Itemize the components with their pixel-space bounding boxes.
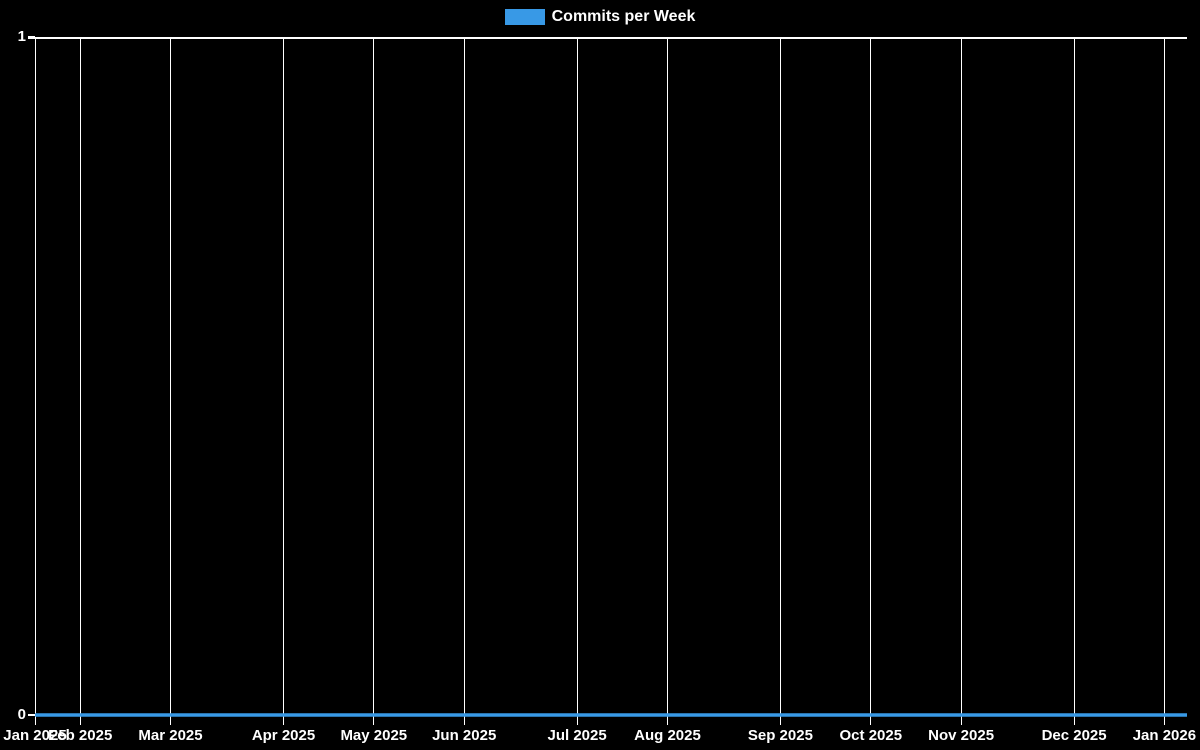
x-tick-label: Dec 2025: [1041, 727, 1107, 744]
x-gridline: [79, 37, 81, 725]
y-tick-mark: [28, 714, 35, 716]
x-gridline: [283, 37, 284, 725]
x-tick-label: Feb 2025: [48, 727, 113, 744]
x-gridline: [34, 37, 36, 725]
x-gridline: [170, 37, 171, 725]
x-tick-label: Jan 2026: [1132, 727, 1197, 744]
x-tick-label: Apr 2025: [251, 727, 316, 744]
x-tick-label: Aug 2025: [634, 727, 701, 744]
x-tick-label: May 2025: [340, 727, 408, 744]
x-gridline: [667, 37, 668, 725]
x-tick-label: Jun 2025: [432, 727, 497, 744]
x-gridline: [373, 37, 375, 725]
x-gridline: [870, 37, 872, 725]
x-gridline: [1073, 37, 1075, 725]
legend-swatch: [504, 9, 545, 25]
legend-item-commits-per-week[interactable]: Commits per Week: [504, 8, 696, 25]
x-tick-label: Nov 2025: [928, 727, 995, 744]
legend: Commits per Week: [0, 9, 1200, 25]
x-tick-label: Mar 2025: [138, 727, 203, 744]
y-tick-label: 1: [17, 28, 26, 45]
y-tick-label: 0: [17, 706, 26, 723]
x-gridline: [576, 37, 578, 725]
x-gridline: [1163, 37, 1165, 725]
x-tick-label: Jan 2025: [3, 727, 67, 744]
x-gridline: [779, 37, 781, 725]
x-tick-label: Sep 2025: [747, 727, 813, 744]
plot-top-border: [28, 37, 1187, 39]
x-gridline: [463, 37, 465, 725]
x-tick-label: Jul 2025: [547, 727, 607, 744]
y-tick-mark: [28, 36, 35, 38]
legend-label: Commits per Week: [551, 8, 696, 25]
x-tick-label: Oct 2025: [839, 727, 903, 744]
x-gridline: [960, 37, 962, 725]
